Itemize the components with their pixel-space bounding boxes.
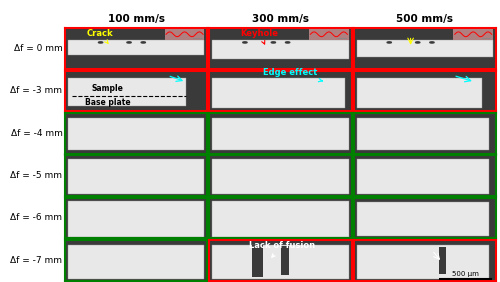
Bar [309, 29, 349, 39]
Text: Base plate: Base plate [85, 98, 130, 107]
Circle shape [271, 42, 276, 43]
Text: Δf = -6 mm: Δf = -6 mm [10, 213, 62, 222]
Circle shape [127, 42, 131, 43]
Bar [356, 78, 482, 108]
Text: Crack: Crack [86, 28, 113, 43]
Bar [280, 246, 289, 275]
Bar [252, 245, 264, 277]
Bar [68, 159, 204, 194]
Circle shape [416, 42, 420, 43]
Text: Sample: Sample [92, 83, 124, 92]
Circle shape [243, 42, 247, 43]
Bar [356, 202, 489, 236]
Circle shape [141, 42, 146, 43]
Bar [68, 201, 204, 237]
Text: Keyhole: Keyhole [240, 28, 279, 44]
Bar [212, 118, 349, 150]
Bar [356, 159, 489, 194]
Text: Δf = 0 mm: Δf = 0 mm [14, 44, 62, 53]
Bar [164, 29, 204, 39]
Bar [68, 40, 204, 55]
Bar [68, 118, 204, 150]
Bar [212, 245, 349, 279]
Bar [356, 40, 493, 57]
Bar [439, 247, 446, 274]
Bar [68, 78, 186, 106]
Text: Δf = -4 mm: Δf = -4 mm [10, 129, 62, 138]
Text: Lack of fusion: Lack of fusion [249, 241, 316, 257]
Text: 300 mm/s: 300 mm/s [252, 14, 309, 24]
Text: Δf = -3 mm: Δf = -3 mm [10, 86, 62, 95]
Bar [454, 29, 493, 39]
Bar [356, 245, 489, 279]
Circle shape [430, 42, 434, 43]
Bar [212, 78, 344, 108]
Bar [68, 245, 204, 279]
Text: Edge effect: Edge effect [264, 69, 322, 82]
Bar [356, 118, 489, 150]
Text: 500 mm/s: 500 mm/s [396, 14, 454, 24]
Circle shape [98, 42, 102, 43]
Bar [212, 159, 349, 194]
Bar [212, 40, 349, 59]
Circle shape [286, 42, 290, 43]
Text: Δf = -7 mm: Δf = -7 mm [10, 256, 62, 265]
Text: Δf = -5 mm: Δf = -5 mm [10, 171, 62, 180]
Text: 500 μm: 500 μm [452, 270, 479, 277]
Bar [212, 201, 349, 237]
Text: 100 mm/s: 100 mm/s [108, 14, 164, 24]
Circle shape [387, 42, 392, 43]
